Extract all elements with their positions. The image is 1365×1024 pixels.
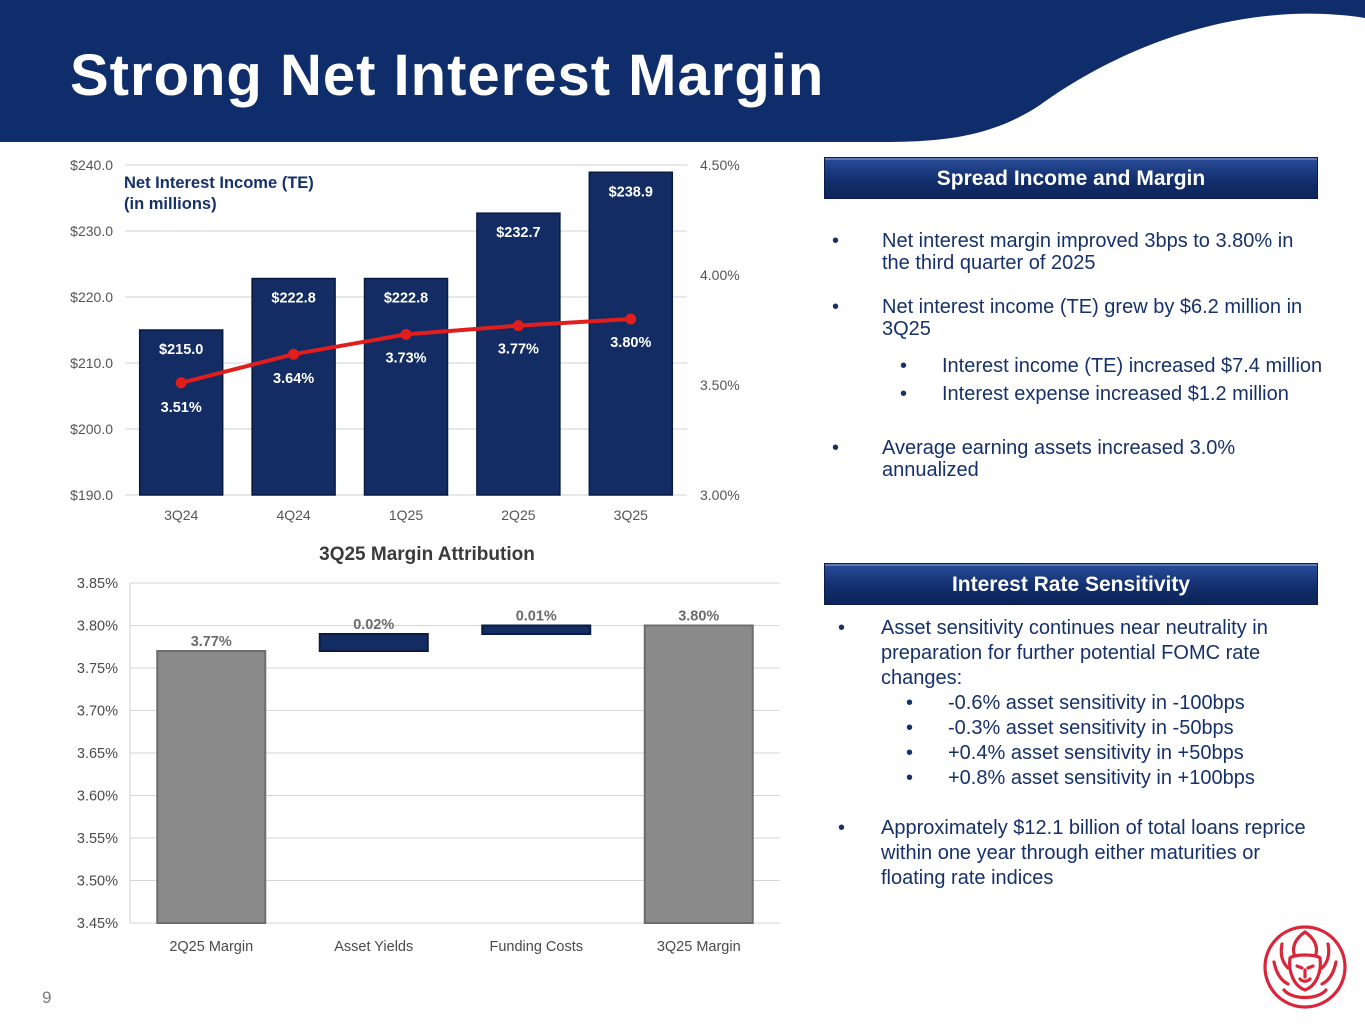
- bullet-icon: •: [838, 617, 846, 639]
- bullet-icon: •: [906, 742, 914, 764]
- spread-bullet-list: • Net interest margin improved 3bps to 3…: [830, 230, 1325, 481]
- x-tick-label: 1Q25: [389, 507, 423, 523]
- list-item: • -0.3% asset sensitivity in -50bps: [906, 717, 1234, 739]
- list-item: • +0.8% asset sensitivity in +100bps: [906, 767, 1255, 789]
- bullet-icon: •: [900, 355, 908, 377]
- header-banner: [0, 0, 1365, 142]
- bar-value-label: $222.8: [384, 291, 428, 307]
- y-tick-label: $230.0: [70, 223, 113, 239]
- bar-value-label: 0.02%: [353, 617, 394, 633]
- chart-title: Net Interest Income (TE): [124, 174, 314, 192]
- bullet-icon: •: [832, 296, 840, 318]
- bar: [588, 171, 674, 496]
- y-tick-label: $210.0: [70, 355, 113, 371]
- y-tick-label: 3.45%: [77, 916, 118, 932]
- bullet-icon: •: [900, 383, 908, 405]
- nim-point: [400, 328, 412, 340]
- nim-value-label: 3.64%: [273, 371, 314, 387]
- list-item: • Average earning assets increased 3.0% …: [832, 437, 1236, 481]
- nim-point: [175, 377, 187, 389]
- bar-value-label: $238.9: [609, 184, 653, 200]
- nim-point: [288, 348, 300, 360]
- list-item: • Net interest margin improved 3bps to 3…: [832, 230, 1294, 274]
- y2-tick-label: 4.00%: [700, 267, 740, 283]
- net-interest-income-chart: $190.0 $200.0 $210.0 $220.0 $230.0 $240.0 3.00…: [70, 157, 740, 523]
- bar: [363, 277, 449, 496]
- bar: [476, 212, 561, 496]
- nim-point: [625, 313, 637, 325]
- x-tick-label: 3Q24: [164, 507, 198, 523]
- y-tick-label: 3.60%: [77, 789, 118, 805]
- nim-value-label: 3.51%: [161, 400, 202, 416]
- change-bar: [318, 633, 429, 652]
- bar-value-label: 3.77%: [191, 634, 232, 650]
- page-number: 9: [42, 988, 52, 1007]
- chart-title: 3Q25 Margin Attribution: [319, 544, 535, 565]
- y-tick-label: 3.50%: [77, 874, 118, 890]
- x-tick-label: 2Q25: [501, 507, 535, 523]
- bullet-icon: •: [906, 692, 914, 714]
- nim-value-label: 3.77%: [498, 342, 539, 358]
- list-item: • Interest expense increased $1.2 millio…: [900, 383, 1289, 405]
- total-bar: [156, 650, 267, 924]
- y-tick-label: $240.0: [70, 157, 113, 173]
- list-item: • -0.6% asset sensitivity in -100bps: [906, 692, 1245, 714]
- bullet-icon: •: [832, 230, 840, 252]
- bullet-icon: •: [906, 717, 914, 739]
- bar-value-label: 3.80%: [678, 609, 719, 625]
- page-title: Strong Net Interest Margin: [70, 43, 825, 108]
- list-item: • Interest income (TE) increased $7.4 mi…: [900, 355, 1323, 377]
- bullet-icon: •: [832, 437, 840, 459]
- bar-value-label: $215.0: [159, 342, 203, 358]
- y2-tick-label: 3.00%: [700, 487, 740, 503]
- list-item: • Approximately $12.1 billion of total l…: [838, 817, 1306, 889]
- sensitivity-bullet-list: • Asset sensitivity continues near neutr…: [836, 616, 1306, 891]
- spread-income-header: Spread Income and Margin: [824, 157, 1318, 199]
- bar-value-label: $232.7: [496, 225, 540, 241]
- x-tick-label: Funding Costs: [490, 939, 584, 955]
- y-tick-label: 3.80%: [77, 619, 118, 635]
- y-tick-label: 3.75%: [77, 661, 118, 677]
- y-tick-label: $190.0: [70, 487, 113, 503]
- bar-value-label: $222.8: [271, 291, 315, 307]
- chart-subtitle: (in millions): [124, 195, 217, 213]
- y-tick-label: $200.0: [70, 421, 113, 437]
- y-tick-label: 3.65%: [77, 746, 118, 762]
- bullet-icon: •: [906, 767, 914, 789]
- y-tick-label: $220.0: [70, 289, 113, 305]
- y-tick-label: 3.55%: [77, 831, 118, 847]
- bar: [251, 277, 336, 496]
- interest-rate-sensitivity-header: Interest Rate Sensitivity: [824, 563, 1318, 605]
- list-item: • Asset sensitivity continues near neutr…: [838, 617, 1268, 689]
- x-tick-label: 2Q25 Margin: [169, 939, 253, 955]
- total-bar: [643, 624, 754, 924]
- nim-value-label: 3.73%: [385, 350, 426, 366]
- bar-value-label: 0.01%: [516, 609, 557, 625]
- x-tick-label: 3Q25: [614, 507, 648, 523]
- y-tick-label: 3.70%: [77, 704, 118, 720]
- y2-tick-label: 3.50%: [700, 377, 740, 393]
- list-item: • +0.4% asset sensitivity in +50bps: [906, 742, 1244, 764]
- y2-tick-label: 4.50%: [700, 157, 740, 173]
- x-tick-label: 3Q25 Margin: [657, 939, 741, 955]
- list-item: • Net interest income (TE) grew by $6.2 …: [832, 296, 1303, 340]
- margin-attribution-chart: 3Q25 Margin Attribution 3.45% 3.50% 3.55% 3.…: [77, 544, 780, 955]
- y-tick-label: 3.85%: [77, 576, 118, 592]
- lion-logo-icon: [1263, 925, 1347, 1009]
- bullet-icon: •: [838, 817, 846, 839]
- nim-point: [512, 320, 524, 332]
- x-tick-label: Asset Yields: [334, 939, 413, 955]
- nim-value-label: 3.80%: [610, 335, 651, 351]
- x-tick-label: 4Q24: [276, 507, 310, 523]
- bar: [138, 329, 224, 496]
- change-bar: [481, 624, 592, 635]
